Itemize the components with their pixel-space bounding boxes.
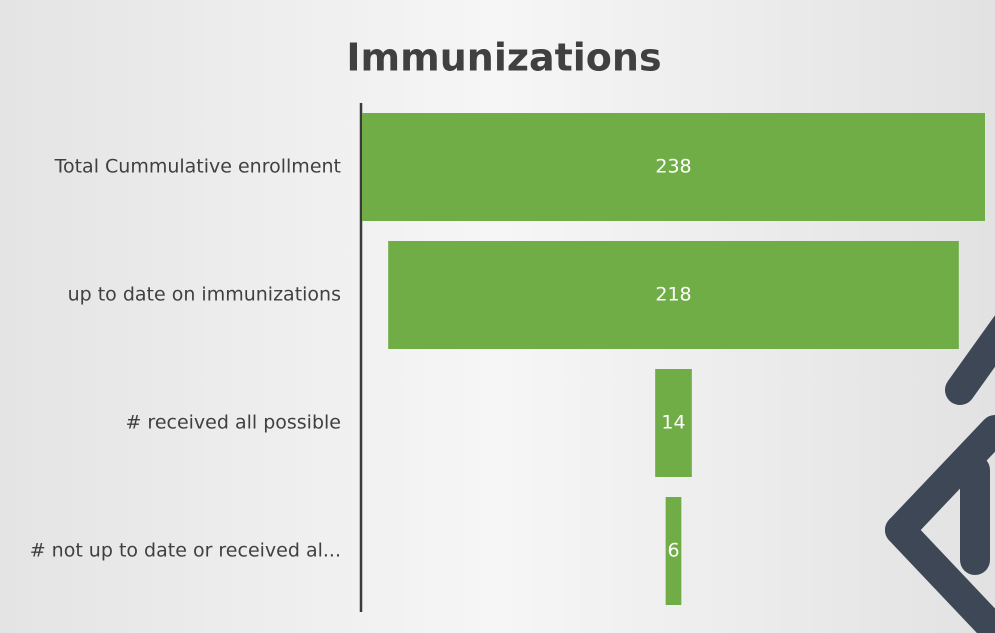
category-label: # not up to date or received al... [30,540,341,562]
bar [655,369,692,477]
category-label: # received all possible [125,412,341,434]
category-label: up to date on immunizations [68,284,341,306]
decor-stroke [885,415,995,545]
bar [362,113,985,221]
bar [388,241,959,349]
value-label: 14 [661,412,685,434]
category-label: Total Cummulative enrollment [54,156,341,178]
value-label: 6 [667,540,679,562]
decoration [885,315,995,633]
value-label: 238 [655,156,691,178]
value-label: 218 [655,284,691,306]
bar [665,497,682,605]
chart-title: Immunizations [346,36,661,80]
decor-stroke [885,515,995,633]
decor-stroke [945,315,995,405]
